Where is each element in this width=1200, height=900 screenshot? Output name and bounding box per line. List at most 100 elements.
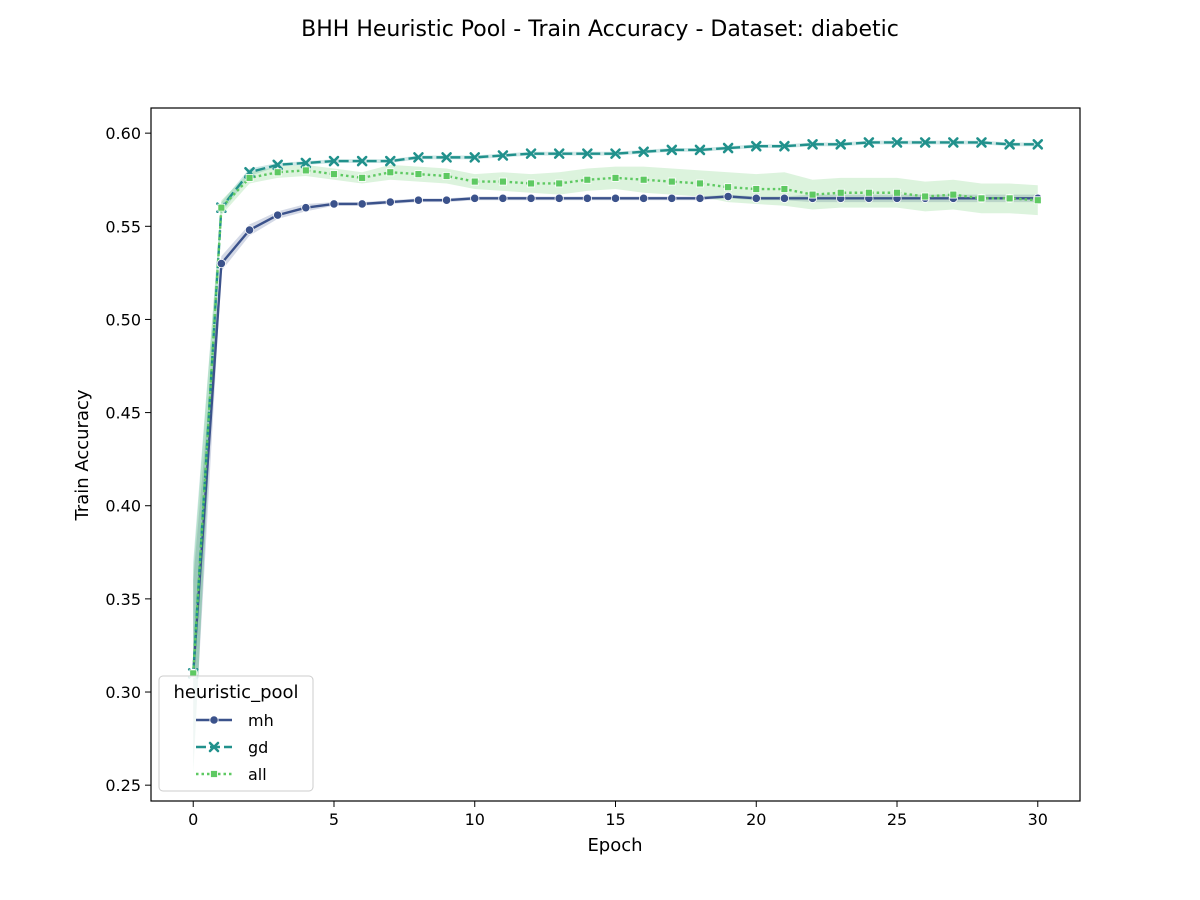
y-axis-ticks: 0.25 0.30 0.35 0.40 0.45 0.50 0.55 0.60 <box>105 124 151 795</box>
point-mh <box>526 193 536 203</box>
point-gd <box>328 155 340 167</box>
legend-marker-mh <box>209 715 219 725</box>
chart-title: BHH Heuristic Pool - Train Accuracy - Da… <box>301 17 899 42</box>
point-gd <box>300 157 312 169</box>
point-gd <box>1004 139 1015 150</box>
point-mh <box>413 195 424 205</box>
point-mh <box>470 193 480 203</box>
point-mh <box>385 197 395 207</box>
point-mh <box>779 193 790 203</box>
point-gd <box>863 137 875 148</box>
legend-item-mh: mh <box>196 711 274 730</box>
point-all <box>667 177 676 186</box>
legend-label-mh: mh <box>248 711 274 730</box>
point-mh <box>273 210 283 220</box>
point-all <box>358 173 367 182</box>
point-all <box>498 177 507 186</box>
point-gd <box>694 144 706 156</box>
point-gd <box>384 155 396 167</box>
point-all <box>949 190 958 199</box>
point-all <box>245 173 254 182</box>
point-mh <box>441 195 452 205</box>
point-gd <box>469 152 481 163</box>
point-all <box>893 188 901 197</box>
point-mh <box>216 258 226 269</box>
legend: heuristic_pool mh gd all <box>158 675 314 792</box>
legend-marker-gd <box>208 741 220 753</box>
y-axis-label: Train Accuracy <box>72 389 93 521</box>
point-gd <box>525 148 537 159</box>
point-all <box>864 188 873 197</box>
y-tick-label: 0.50 <box>105 310 141 329</box>
point-gd <box>638 146 649 158</box>
point-all <box>921 192 930 201</box>
y-tick-label: 0.35 <box>105 590 141 609</box>
point-mh <box>751 193 761 203</box>
point-mh <box>498 193 508 203</box>
point-gd <box>356 155 368 167</box>
point-gd <box>976 137 987 148</box>
point-all <box>273 168 282 177</box>
point-all <box>1033 196 1042 205</box>
point-all <box>555 179 564 188</box>
point-all <box>611 173 620 182</box>
point-mh <box>357 199 367 209</box>
point-all <box>1005 194 1014 203</box>
point-gd <box>666 144 678 156</box>
point-all <box>808 190 817 199</box>
point-mh <box>639 193 649 203</box>
point-mh <box>244 225 255 235</box>
point-gd <box>807 139 818 150</box>
y-tick-label: 0.30 <box>105 683 141 702</box>
point-all <box>386 168 395 177</box>
legend-label-gd: gd <box>248 738 268 757</box>
point-gd <box>750 140 762 152</box>
legend-item-gd: gd <box>196 738 268 757</box>
point-all <box>977 194 986 203</box>
legend-marker-all <box>210 770 218 778</box>
x-axis-label: Epoch <box>587 835 642 856</box>
point-mh <box>301 203 311 213</box>
point-all <box>752 185 761 193</box>
legend-items: mh gd all <box>196 711 274 784</box>
point-gd <box>553 148 565 159</box>
point-all <box>836 188 845 197</box>
point-gd <box>497 150 509 161</box>
x-tick-label: 30 <box>1028 810 1048 829</box>
y-tick-label: 0.25 <box>105 776 141 795</box>
point-gd <box>272 159 283 171</box>
point-gd <box>610 148 621 159</box>
point-gd <box>948 137 959 148</box>
point-all <box>470 177 479 186</box>
point-gd <box>413 152 424 163</box>
y-tick-label: 0.40 <box>105 497 141 516</box>
point-all <box>696 179 704 188</box>
y-tick-label: 0.45 <box>105 404 141 423</box>
x-tick-label: 15 <box>605 810 625 829</box>
point-all <box>639 175 648 184</box>
point-all <box>583 175 592 184</box>
point-gd <box>779 140 790 152</box>
point-gd <box>1032 139 1044 150</box>
x-tick-label: 10 <box>465 810 485 829</box>
point-mh <box>582 193 592 203</box>
point-all <box>442 172 451 180</box>
legend-box <box>158 675 314 792</box>
point-mh <box>554 193 564 203</box>
point-gd <box>441 152 452 163</box>
y-tick-label: 0.60 <box>105 124 141 143</box>
point-all <box>527 179 535 188</box>
x-tick-label: 20 <box>746 810 766 829</box>
legend-item-all: all <box>196 765 267 784</box>
point-mh <box>329 199 339 209</box>
point-all <box>330 170 338 179</box>
point-gd <box>835 139 847 150</box>
point-all <box>301 166 310 175</box>
x-tick-label: 25 <box>887 810 907 829</box>
point-gd <box>919 137 931 148</box>
point-mh <box>610 193 621 203</box>
y-tick-label: 0.55 <box>105 217 141 236</box>
point-all <box>780 185 789 193</box>
x-tick-label: 0 <box>188 810 198 829</box>
